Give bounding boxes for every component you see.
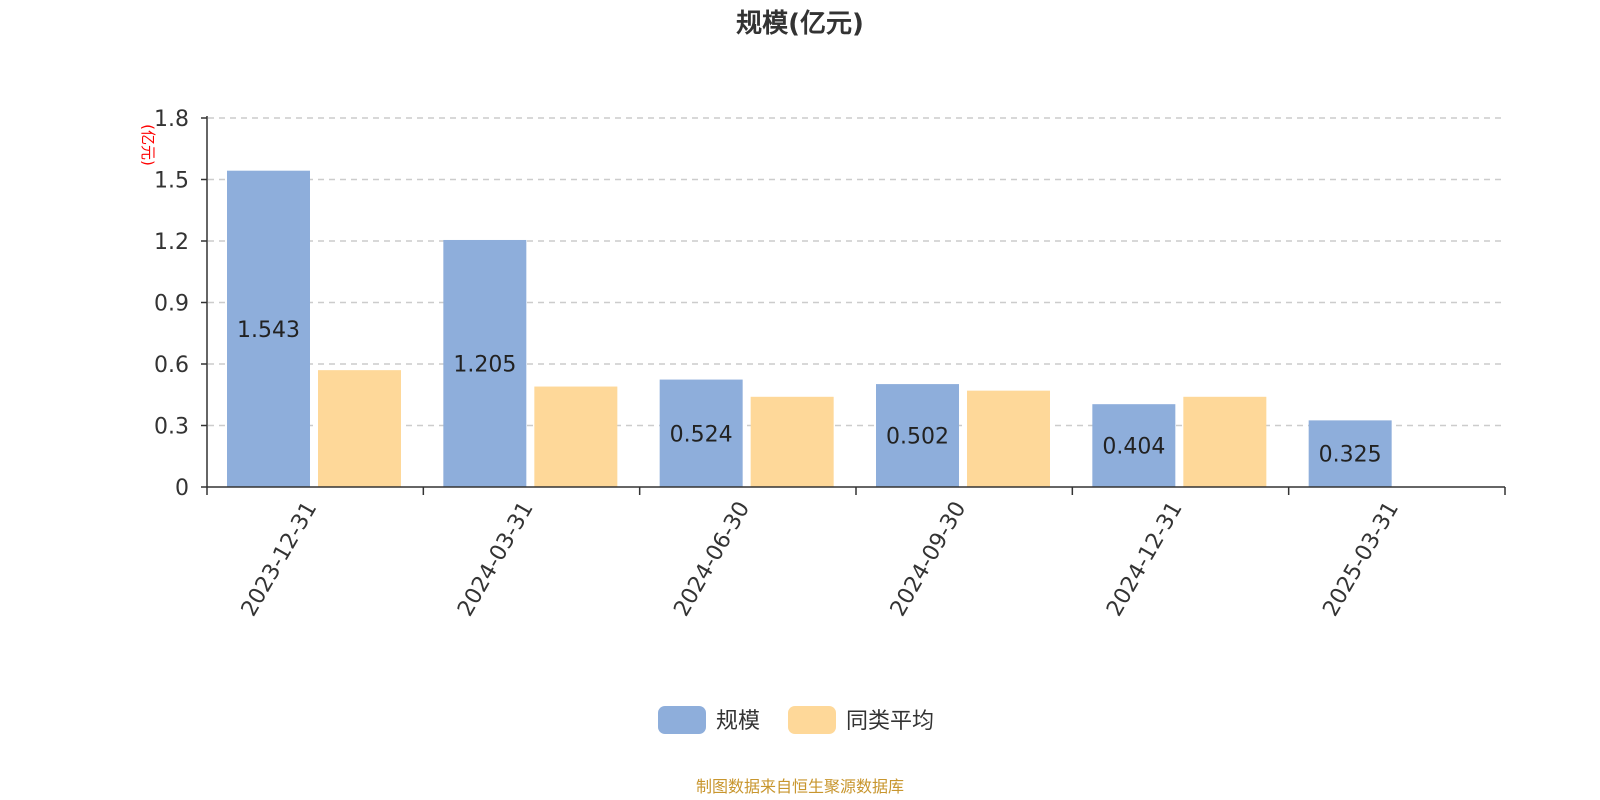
y-tick-label: 1.8: [154, 107, 189, 132]
legend-label[interactable]: 同类平均: [846, 709, 934, 734]
bar-2023-12-31-s0: [227, 170, 310, 487]
bar-2024-03-31-s0: [443, 239, 527, 487]
y-axis-unit-label: (亿元): [139, 124, 157, 166]
bar-2024-06-30-s0: [659, 379, 743, 487]
x-tick-label: 2024-03-31: [453, 498, 539, 621]
x-tick-label: 2024-06-30: [669, 498, 755, 621]
bar-2024-09-30-s1: [967, 390, 1050, 487]
legend-swatch[interactable]: [788, 706, 836, 734]
y-tick-label: 0.9: [154, 292, 189, 317]
y-tick-label: 0.6: [154, 353, 189, 378]
y-tick-label: 0.3: [154, 415, 189, 440]
bars: [227, 170, 1392, 487]
grid-lines: [208, 117, 1505, 427]
axes: [201, 116, 1506, 495]
data-label: 0.524: [670, 422, 733, 447]
legend[interactable]: 规模 同类平均: [658, 706, 934, 734]
bar-2024-03-31-s1: [534, 386, 618, 487]
y-tick-label: 1.2: [154, 230, 189, 255]
x-tick-label: 2023-12-31: [237, 498, 323, 621]
legend-label[interactable]: 规模: [716, 709, 760, 734]
bar-2023-12-31-s1: [318, 370, 401, 487]
x-tick-label: 2024-09-30: [886, 498, 972, 621]
data-label: 0.404: [1102, 435, 1165, 460]
bar-2025-03-31-s0: [1308, 420, 1392, 487]
y-tick-label: 0: [175, 476, 189, 501]
legend-swatch[interactable]: [658, 706, 706, 734]
data-label: 1.205: [453, 352, 516, 377]
x-tick-label: 2024-12-31: [1102, 498, 1188, 621]
chart-title: 规模(亿元): [736, 9, 864, 39]
data-label: 0.325: [1319, 443, 1382, 468]
data-label: 1.543: [237, 318, 300, 343]
bar-2024-06-30-s1: [750, 396, 834, 487]
y-tick-label: 1.5: [154, 169, 189, 194]
bar-2024-09-30-s0: [876, 384, 959, 487]
data-label: 0.502: [886, 425, 949, 450]
x-tick-label: 2025-03-31: [1318, 498, 1404, 621]
source-note: 制图数据来自恒生聚源数据库: [696, 777, 904, 796]
bar-2024-12-31-s0: [1092, 404, 1176, 487]
bar-2024-12-31-s1: [1183, 396, 1267, 487]
